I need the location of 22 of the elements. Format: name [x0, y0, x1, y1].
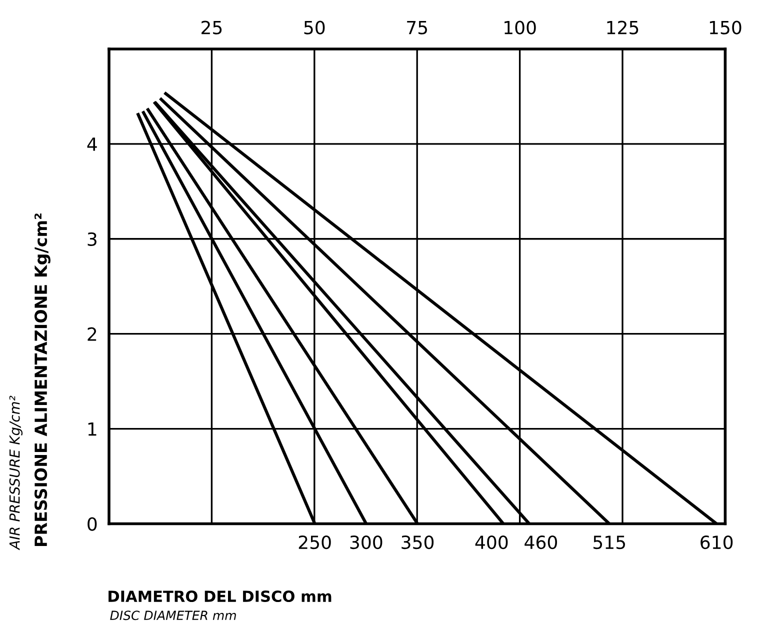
x-tick-label: 50	[304, 20, 325, 34]
x-axis-title: DIAMETRO DEL DISCO mm	[108, 590, 332, 602]
y-tick-label: 2	[88, 327, 96, 341]
y-tick-label: 1	[88, 422, 96, 436]
x-tick-label: 100	[504, 20, 536, 34]
annotation: 460	[524, 535, 557, 550]
x-tick-label: 25	[202, 20, 222, 34]
annotation: 400	[475, 535, 508, 550]
x-tick-label: 150	[710, 20, 742, 34]
y-tick-label: 3	[88, 232, 96, 246]
y-tick-label: 4	[87, 138, 97, 151]
annotation: 610	[700, 535, 733, 550]
x-tick-label: 125	[607, 20, 638, 34]
y-axis-title: PRESSIONE ALIMENTAZIONE Kg/cm²	[34, 214, 50, 546]
annotation: 300	[350, 535, 382, 550]
x-tick-label: 75	[407, 20, 428, 34]
text: DISC DIAMETER mm	[110, 610, 236, 620]
annotation: 350	[402, 535, 434, 550]
y-tick-label: 0	[88, 517, 97, 531]
annotation: 250	[298, 535, 331, 550]
annotation: 515	[594, 536, 626, 550]
text: AIR PRESSURE Kg/cm²	[9, 396, 23, 550]
